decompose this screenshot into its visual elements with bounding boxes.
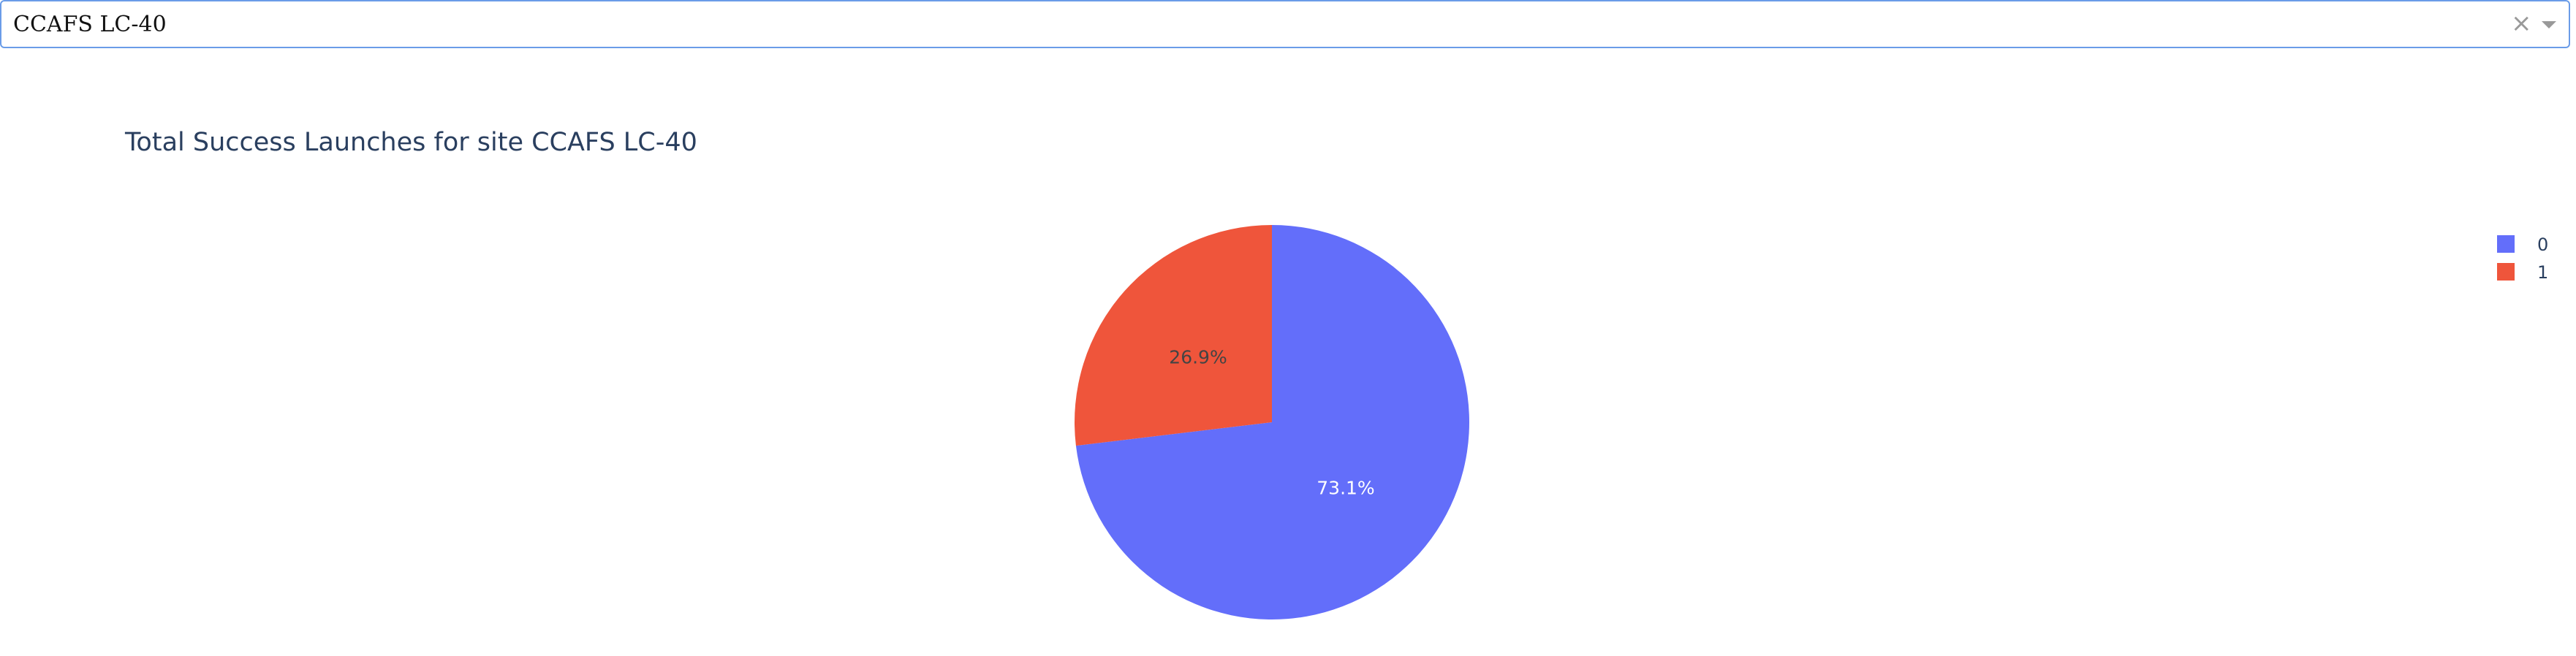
chevron-down-icon[interactable] xyxy=(2537,16,2561,34)
close-icon[interactable]: × xyxy=(2511,9,2532,38)
pie-slices-group: 73.1% 26.9% xyxy=(1075,225,1469,619)
dropdown-selected-value: CCAFS LC-40 xyxy=(13,12,167,37)
legend-label-0: 0 xyxy=(2537,234,2548,255)
site-dropdown[interactable]: CCAFS LC-40 × xyxy=(0,0,2570,48)
pie-chart: Total Success Launches for site CCAFS LC… xyxy=(124,128,2548,619)
legend-swatch-0 xyxy=(2497,235,2515,253)
pie-slice-0[interactable] xyxy=(1075,225,1469,619)
pie-slice-label-1: 26.9% xyxy=(1169,346,1227,367)
legend-swatch-1 xyxy=(2497,263,2515,281)
pie-slice-1[interactable] xyxy=(1075,225,1272,446)
chart-title: Total Success Launches for site CCAFS LC… xyxy=(124,128,697,157)
legend-label-1: 1 xyxy=(2537,262,2548,283)
pie-slice-label-0: 73.1% xyxy=(1317,478,1374,499)
legend-item-0[interactable]: 0 xyxy=(2497,234,2548,255)
legend: 01 xyxy=(2497,234,2548,283)
legend-item-1[interactable]: 1 xyxy=(2497,262,2548,283)
